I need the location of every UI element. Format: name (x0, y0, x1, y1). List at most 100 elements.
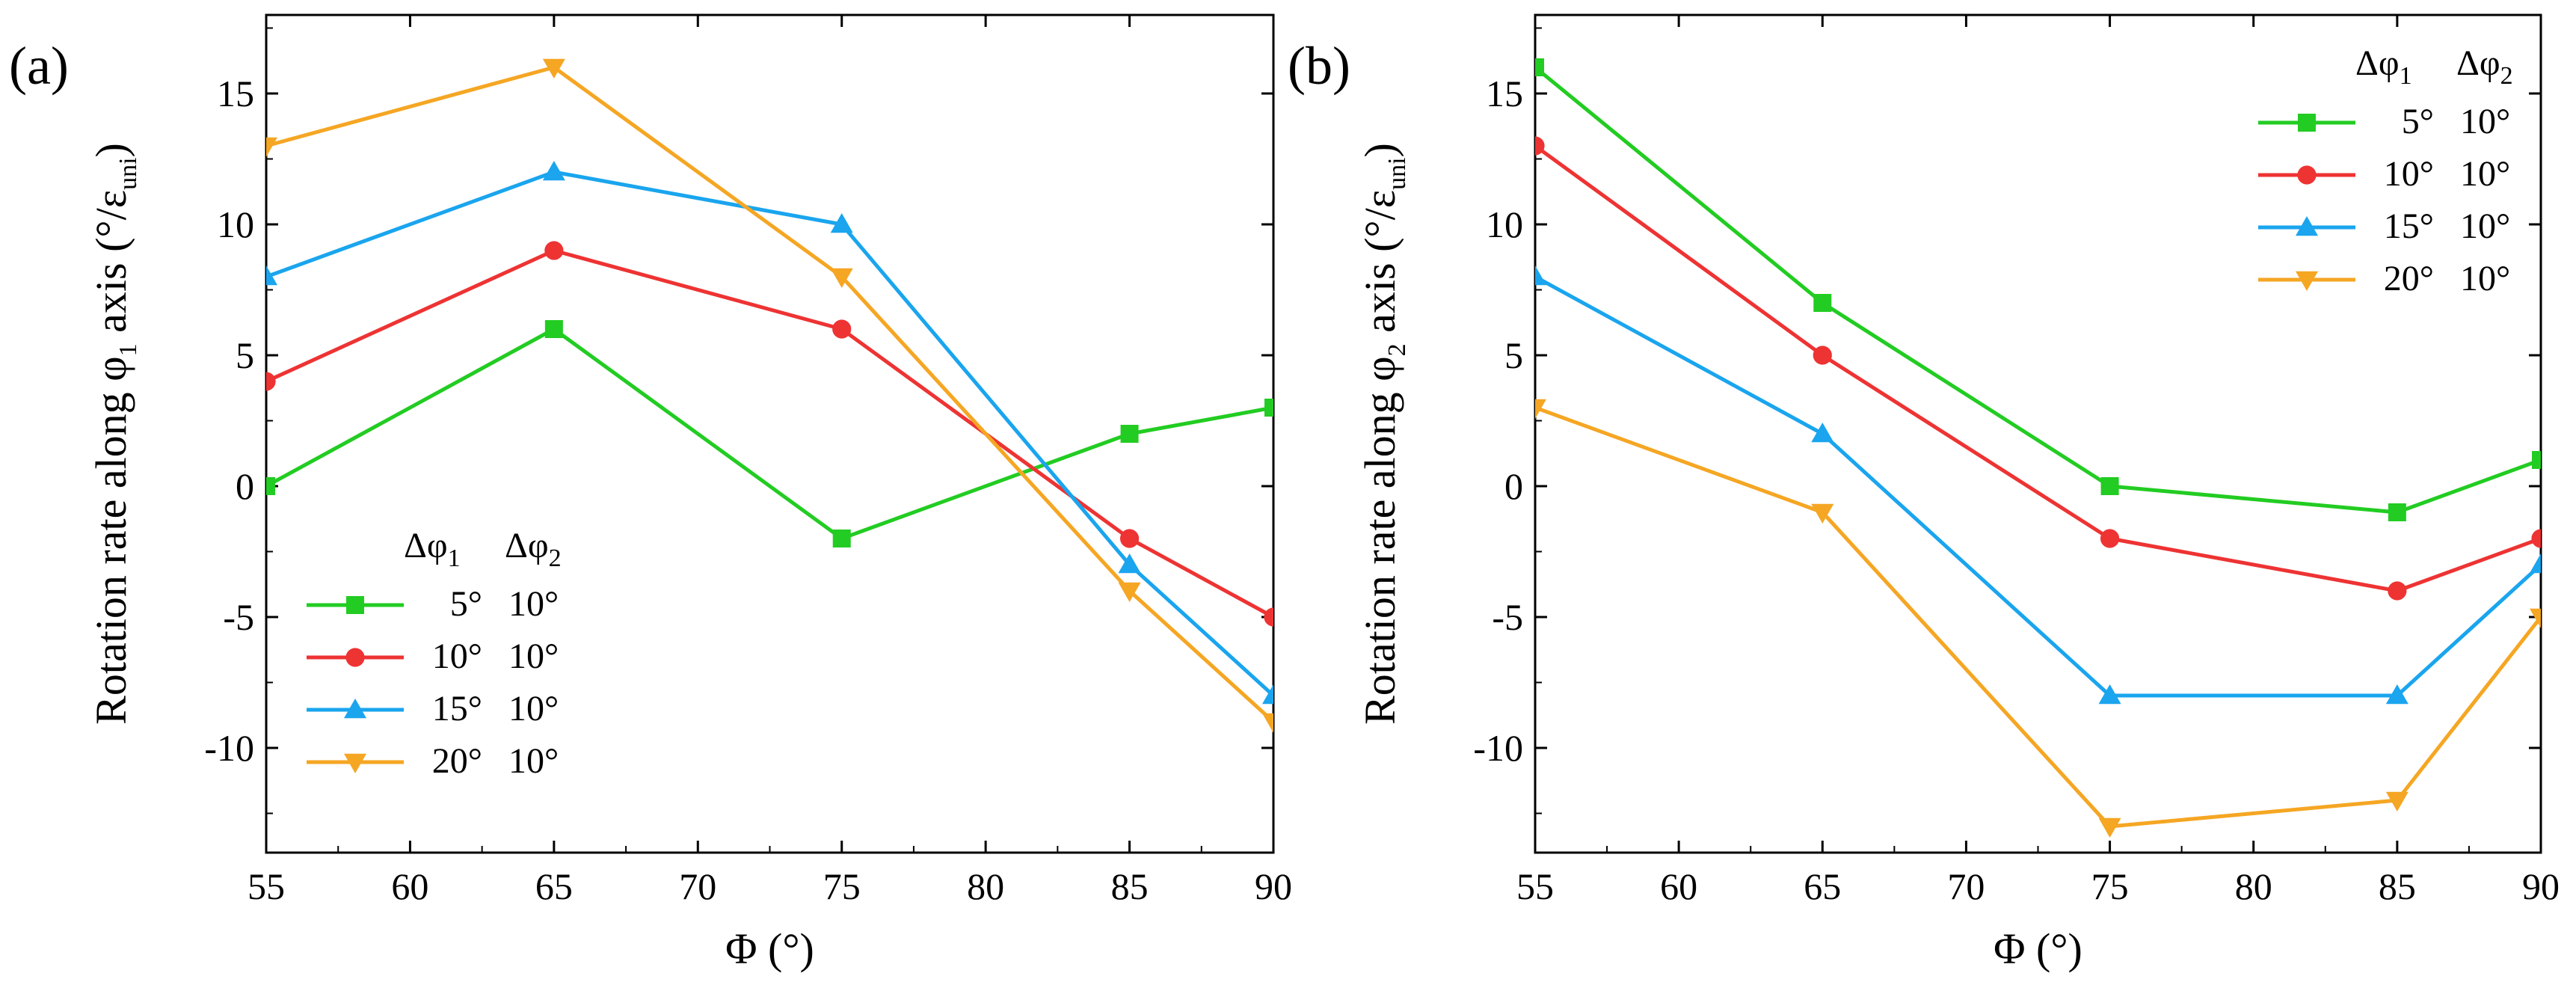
x-axis-title: Φ (°) (725, 924, 814, 973)
legend-header-1-text: Δφ (2355, 43, 2400, 83)
data-point (2385, 684, 2409, 705)
legend-label-0: 5° (2402, 102, 2434, 141)
x-tick-label: 65 (1804, 865, 1841, 907)
data-point (1119, 529, 1140, 548)
panel-label: (a) (9, 36, 69, 96)
legend-marker-1 (345, 648, 365, 667)
legend-header-1-text: Δφ (404, 526, 448, 565)
data-point (1262, 713, 1273, 733)
y-tick-label: 15 (217, 73, 254, 114)
legend-label-1: 10° (432, 636, 482, 676)
legend-d2-2: 10° (2460, 206, 2510, 246)
data-point (542, 161, 565, 181)
legend-marker-2 (2296, 216, 2318, 236)
y-title-unit-subscript: uni (114, 157, 142, 189)
data-point (1118, 553, 1141, 574)
x-tick-label: 70 (1947, 865, 1985, 907)
data-point (2532, 451, 2541, 469)
data-point (266, 372, 276, 391)
legend-header-2-sub: 2 (549, 544, 562, 572)
y-tick-label: 10 (217, 203, 254, 245)
data-point (1535, 399, 1546, 419)
data-point (542, 58, 565, 79)
data-point (1535, 58, 1544, 76)
y-title-mid: axis (°/ε (87, 190, 135, 343)
legend-marker-2 (344, 699, 366, 719)
x-tick-label: 75 (823, 865, 861, 907)
y-tick-label: -10 (204, 727, 254, 769)
x-tick-label: 80 (967, 865, 1004, 907)
y-tick-label: 0 (236, 465, 254, 507)
y-tick-label: -5 (223, 596, 254, 638)
y-title-subscript: 1 (114, 343, 142, 356)
data-point (266, 137, 277, 157)
legend-d2-0: 10° (508, 584, 559, 624)
legend-d2-1: 10° (508, 636, 559, 676)
data-point (266, 477, 275, 495)
x-tick-label: 80 (2235, 865, 2272, 907)
series-line-3 (266, 65, 1273, 723)
data-point (544, 241, 564, 260)
y-tick-label: -10 (1473, 727, 1523, 769)
y-tick-label: 10 (1486, 203, 1523, 245)
data-point (2100, 477, 2119, 495)
x-tick-label: 85 (1111, 865, 1149, 907)
data-point (1813, 294, 1832, 312)
legend-header-2-text: Δφ (2456, 43, 2500, 83)
data-point (2388, 503, 2406, 521)
data-point (1535, 136, 1545, 156)
y-tick-label: 0 (1504, 465, 1523, 507)
y-title-prefix: Rotation rate along φ (87, 356, 135, 725)
data-point (1811, 503, 1834, 524)
y-tick-label: 5 (1504, 334, 1523, 376)
data-point (2098, 684, 2121, 705)
y-tick-label: 5 (236, 334, 254, 376)
y-title-mid: axis (°/ε (1356, 190, 1404, 343)
legend-header-1-sub: 1 (2400, 62, 2412, 90)
panel-a: 55 60 65 70 75 80 85 90 -10 -5 0 5 10 15 Φ (°) Rotation… (9, 13, 1292, 973)
data-point (1813, 346, 1832, 365)
y-axis-title: Rotation rate along φ2 axis (°/εuni) (1356, 143, 1411, 725)
legend-label-1: 10° (2384, 154, 2434, 194)
legend-label-0: 5° (450, 584, 482, 624)
x-tick-label: 85 (2379, 865, 2416, 907)
legend-label-2: 15° (2384, 206, 2434, 246)
legend-label-2: 15° (432, 689, 482, 728)
x-tick-label: 55 (1516, 865, 1554, 907)
legend-header-2: Δφ2 (2456, 43, 2513, 90)
y-title-subscript: 2 (1383, 343, 1411, 356)
y-tick-label: -5 (1492, 596, 1523, 638)
data-point (1811, 423, 1834, 443)
legend-d2-0: 10° (2460, 102, 2510, 141)
data-point (2385, 791, 2409, 811)
legend-header-2-sub: 2 (2500, 62, 2513, 90)
x-tick-label: 90 (2522, 865, 2560, 907)
y-title-unit-subscript: uni (1383, 157, 1411, 189)
data-point (2531, 529, 2541, 548)
x-tick-label: 60 (1660, 865, 1697, 907)
data-point (832, 530, 851, 547)
data-point (1535, 266, 1546, 286)
y-axis-title: Rotation rate along φ1 axis (°/εuni) (87, 143, 142, 725)
y-title-prefix: Rotation rate along φ (1356, 356, 1404, 725)
x-tick-label: 60 (391, 865, 428, 907)
x-tick-label: 65 (535, 865, 573, 907)
legend-d2-3: 10° (2460, 259, 2510, 298)
data-point (2098, 817, 2121, 838)
legend-header-1: Δφ1 (2355, 43, 2412, 90)
data-point (1262, 684, 1273, 705)
legend-header-2: Δφ2 (505, 526, 562, 572)
panel-label: (b) (1288, 36, 1350, 96)
series-line-3 (1535, 405, 2541, 829)
legend-d2-3: 10° (508, 741, 559, 781)
series-line-2 (1535, 274, 2541, 698)
legend-label-3: 20° (2384, 259, 2434, 298)
plot-frame (1534, 13, 2542, 854)
data-point (2388, 581, 2407, 601)
data-point (1118, 582, 1141, 602)
data-layer (266, 58, 1273, 733)
legend-marker-0 (346, 596, 364, 614)
data-point (266, 266, 277, 286)
legend-header-1-sub: 1 (448, 544, 461, 572)
